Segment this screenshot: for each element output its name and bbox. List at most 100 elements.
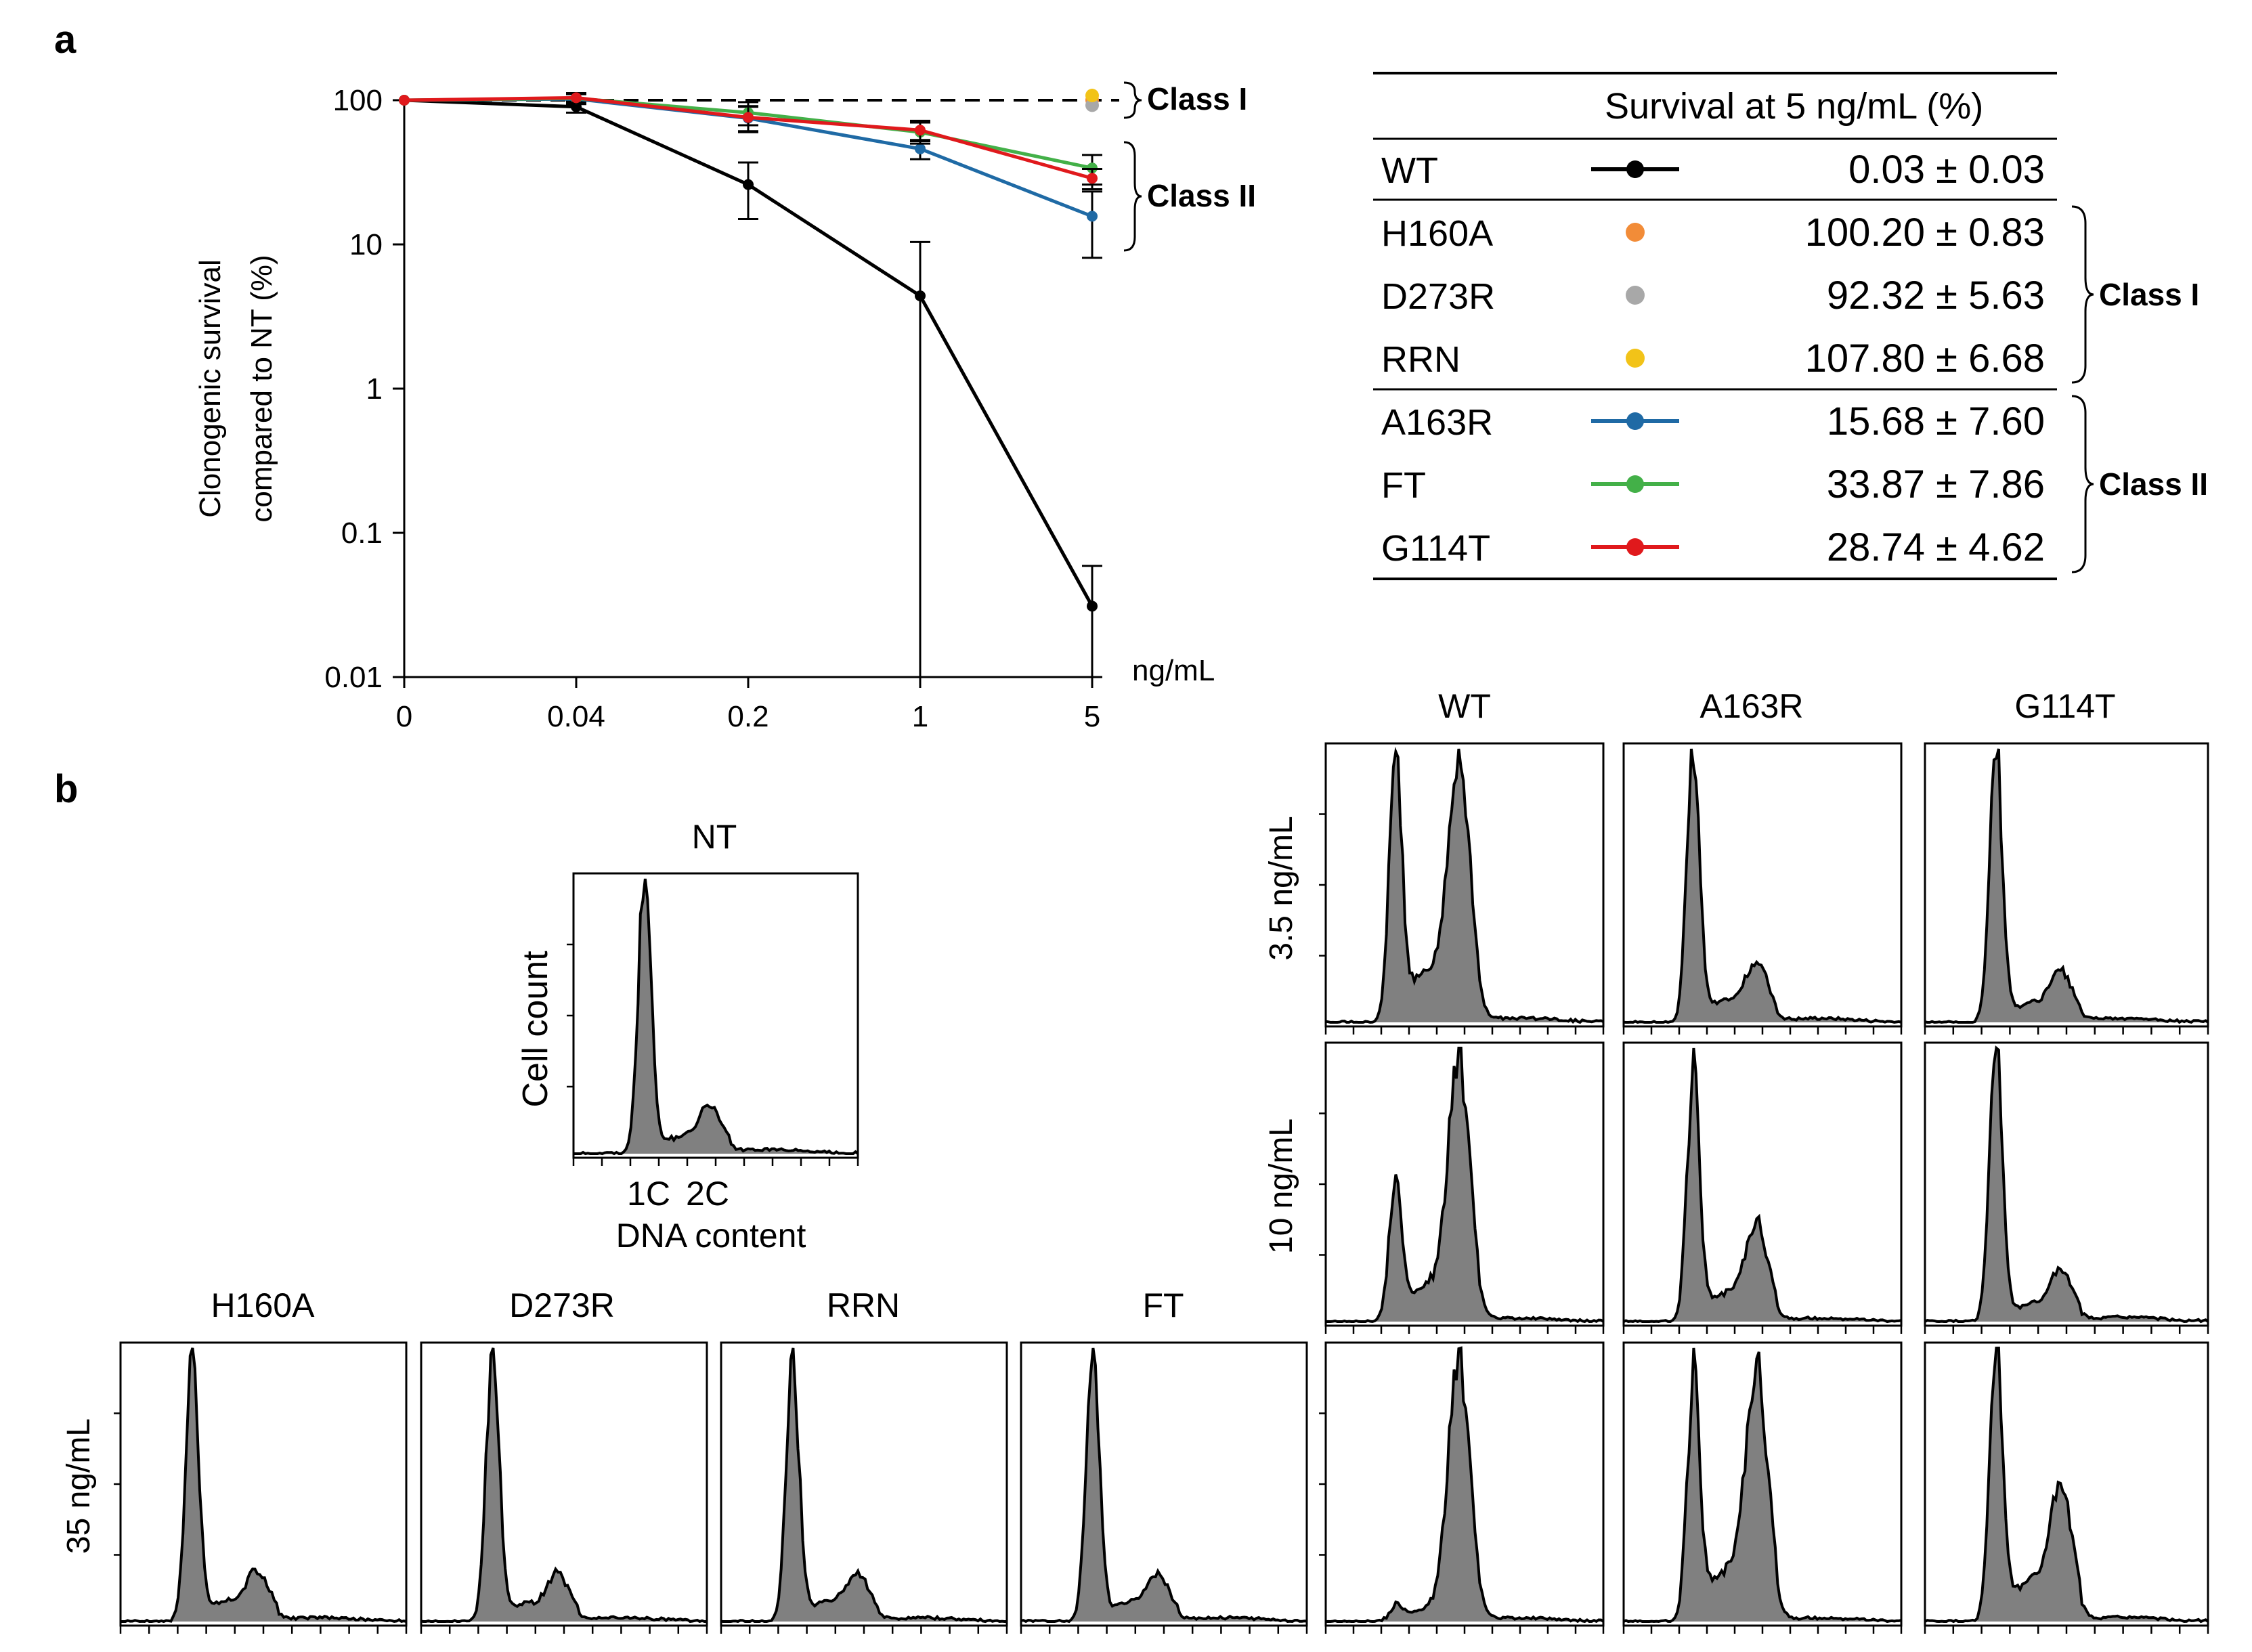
row-value: 15.68 ± 7.60 (1827, 399, 2045, 443)
histogram-ft_35 (1020, 1341, 1308, 1634)
histogram-rrn_35 (720, 1341, 1008, 1634)
table-row: H160A 100.20 ± 0.83 (1381, 211, 2045, 255)
bottom-title-ft: FT (1142, 1286, 1184, 1324)
x-tick-2c: 2C (686, 1175, 729, 1213)
histogram-outline (1325, 747, 1604, 1024)
legend-marker-d273r (1626, 286, 1645, 305)
legend-marker-h160a (1626, 223, 1645, 242)
histogram-outline (1623, 1047, 1902, 1324)
row-name: G114T (1381, 528, 1490, 569)
y-tick-label: 1 (366, 372, 383, 406)
data-point-g114t (399, 95, 410, 106)
histogram-fill (573, 879, 858, 1154)
x-tick-label: 0.04 (547, 700, 605, 733)
class-ii-brace (1123, 141, 1142, 252)
histogram-fill (1925, 749, 2208, 1022)
data-point-d273r (1085, 98, 1099, 112)
row-value: 107.80 ± 6.68 (1805, 336, 2045, 381)
row-name: WT (1381, 150, 1438, 191)
histogram-outline (1623, 748, 1902, 1024)
series-wt (399, 95, 1102, 678)
data-point-wt (915, 290, 926, 301)
class-i-brace (1123, 81, 1142, 119)
row-name: H160A (1381, 213, 1493, 254)
histogram-outline (1325, 1047, 1605, 1324)
histogram-fill (1326, 1048, 1603, 1322)
y-tick-label: 0.1 (341, 517, 383, 550)
table-row: A163R 15.68 ± 7.60 (1381, 399, 2045, 443)
histogram-fill (1326, 1348, 1603, 1622)
dna-content-histograms: NT Cell count 1C 2C DNA content WT A163R… (61, 687, 2209, 1634)
legend-marker-ft (1626, 475, 1644, 493)
x-tick-label: 0.2 (727, 700, 768, 733)
legend-marker-a163r (1626, 412, 1644, 430)
table-row: G114T 28.74 ± 4.62 (1381, 525, 2045, 569)
histogram-outline (573, 878, 859, 1156)
data-point-g114t (915, 125, 926, 136)
histogram-fill (121, 1348, 406, 1622)
row-value: 0.03 ± 0.03 (1848, 148, 2045, 192)
x-tick-label: 1 (912, 700, 928, 733)
x-axis-label: ng/mL (1132, 654, 1215, 687)
histogram-fill (1624, 1048, 1901, 1322)
y-axis-label-line-2: compared to NT (%) (245, 255, 278, 522)
histogram-outline (1924, 1346, 2209, 1624)
histogram-g114t_3-5 (1924, 742, 2209, 1035)
row-label-10: 10 ng/mL (1263, 1118, 1299, 1254)
y-tick-label: 0.01 (324, 661, 383, 694)
panel-label-a: a (54, 18, 77, 62)
col-title-g114t: G114T (2014, 687, 2115, 725)
histogram-fill (1021, 1348, 1307, 1622)
dna-content-label: DNA content (616, 1217, 806, 1255)
class-ii-table-label: Class II (2099, 466, 2208, 502)
survival-table: Survival at 5 ng/mL (%) WT 0.03 ± 0.03 H16… (1373, 72, 2208, 580)
panel-label-b: b (54, 767, 78, 811)
histogram-a163r_35 (1622, 1341, 1903, 1634)
histogram-outline (720, 1347, 1007, 1624)
col-title-wt: WT (1438, 687, 1491, 725)
row-label-3-5: 3.5 ng/mL (1263, 816, 1299, 960)
bottom-title-rrn: RRN (827, 1286, 900, 1324)
row-value: 100.20 ± 0.83 (1805, 211, 2045, 255)
data-point-a163r (1087, 211, 1098, 222)
histogram-fill (721, 1348, 1007, 1622)
histogram-d273r_35 (420, 1341, 708, 1634)
bottom-title-h160a: H160A (211, 1286, 316, 1324)
data-point-a163r (915, 143, 926, 154)
y-axis-label: Clonogenic survival compared to NT (%) (194, 255, 278, 522)
bottom-title-d273r: D273R (509, 1286, 615, 1324)
survival-line-chart: 100 10 1 0.1 0.01 0 0.04 0.2 1 5 ng/mL Clonogeni… (194, 81, 1256, 733)
legend-marker-g114t (1626, 538, 1644, 556)
histogram-outline (1325, 1346, 1605, 1624)
y-tick-label: 10 (349, 228, 383, 261)
x-tick-label: 5 (1084, 700, 1100, 733)
y-axis-label-line-1: Clonogenic survival (194, 259, 227, 518)
row-name: A163R (1381, 402, 1493, 443)
histogram-outline (420, 1347, 707, 1624)
histogram-nt (567, 872, 859, 1166)
histogram-fill (1624, 749, 1901, 1022)
row-value: 28.74 ± 4.62 (1827, 525, 2045, 569)
table-row: FT 33.87 ± 7.86 (1381, 462, 2045, 506)
histogram-wt_10 (1319, 1041, 1605, 1334)
table-row: RRN 107.80 ± 6.68 (1381, 336, 2045, 381)
histogram-fill (421, 1348, 707, 1622)
histogram-h160a_35 (114, 1341, 408, 1634)
histogram-fill (1925, 1048, 2208, 1322)
table-header: Survival at 5 ng/mL (%) (1605, 86, 1983, 127)
histogram-outline (1924, 748, 2209, 1024)
table-row: WT 0.03 ± 0.03 (1381, 148, 2045, 192)
row-value: 33.87 ± 7.86 (1827, 462, 2045, 506)
data-point-wt (1087, 601, 1098, 612)
nt-title: NT (692, 818, 737, 856)
legend-marker-wt (1626, 160, 1644, 178)
row-name: RRN (1381, 339, 1460, 380)
row-name: FT (1381, 465, 1426, 506)
data-point-rrn (1085, 89, 1099, 103)
row-name: D273R (1381, 276, 1495, 317)
col-title-a163r: A163R (1700, 687, 1804, 725)
histogram-outline (1623, 1347, 1902, 1624)
histogram-a163r_10 (1622, 1041, 1903, 1334)
series-g114t (399, 92, 1102, 191)
